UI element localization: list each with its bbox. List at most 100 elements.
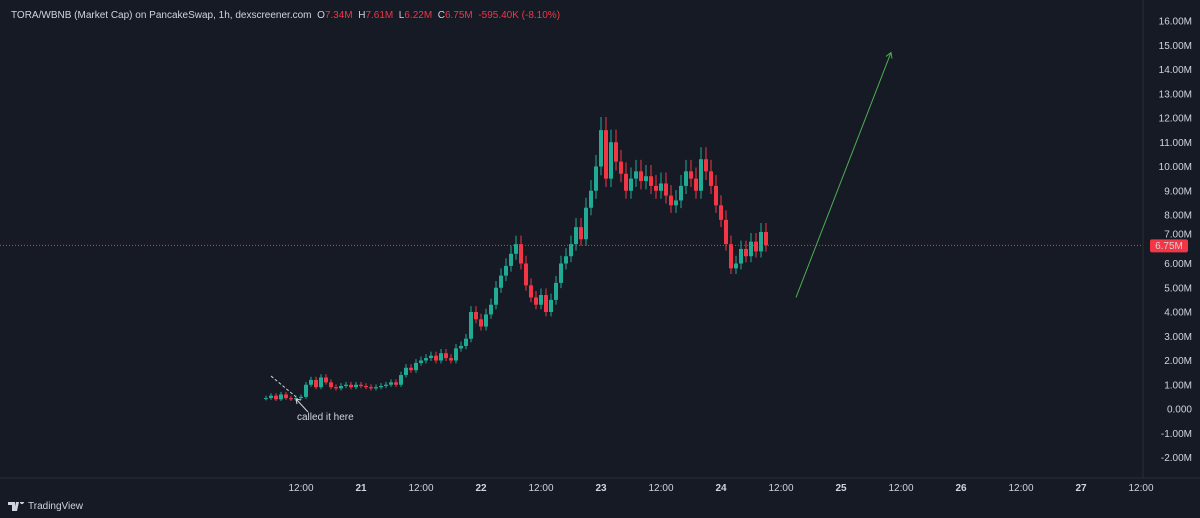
y-tick-label: -1.00M	[1161, 429, 1192, 440]
candle-body	[459, 345, 463, 349]
candle-body	[764, 231, 768, 246]
y-tick-label: 6.00M	[1164, 259, 1192, 270]
y-tick-label: 14.00M	[1159, 65, 1192, 76]
y-tick-label: 13.00M	[1159, 89, 1192, 100]
candle-body	[559, 263, 563, 283]
candle-body	[704, 159, 708, 172]
candle-body	[539, 295, 543, 305]
candle-body	[469, 312, 473, 339]
candle-body	[599, 130, 603, 167]
candle-body	[694, 178, 698, 191]
x-tick-label: 12:00	[648, 483, 673, 494]
note-arrow-icon	[295, 398, 309, 413]
candle-body	[699, 159, 703, 191]
candle-body	[399, 375, 403, 385]
candle-body	[359, 384, 363, 386]
x-tick-label: 26	[955, 483, 967, 494]
candle-body	[619, 161, 623, 174]
candle-body	[304, 384, 308, 397]
x-tick-label: 12:00	[288, 483, 313, 494]
y-tick-label: 12.00M	[1159, 114, 1192, 125]
open-label: O	[317, 10, 325, 21]
candle-body	[284, 394, 288, 399]
candle-body	[279, 394, 283, 400]
candle-body	[589, 190, 593, 208]
candle-body	[439, 353, 443, 361]
x-tick-label: 12:00	[408, 483, 433, 494]
candle-body	[494, 287, 498, 305]
candle-body	[264, 398, 268, 400]
y-tick-label: 10.00M	[1159, 162, 1192, 173]
candle-body	[339, 385, 343, 389]
candle-body	[329, 382, 333, 388]
candle-body	[529, 285, 533, 298]
candle-body	[269, 395, 273, 399]
candle-body	[444, 353, 448, 359]
arrow-head-icon	[885, 51, 893, 59]
candle-body	[484, 314, 488, 327]
x-tick-label: 24	[715, 483, 727, 494]
chart-legend: TORA/WBNB (Market Cap) on PancakeSwap, 1…	[11, 10, 560, 21]
candle-body	[384, 384, 388, 386]
candle-body	[709, 171, 713, 186]
candle-body	[554, 282, 558, 300]
prediction-arrow[interactable]	[795, 52, 892, 298]
candle-body	[394, 382, 398, 385]
candle-body	[319, 377, 323, 388]
candle-body	[534, 297, 538, 305]
note-text[interactable]: called it here	[297, 412, 354, 423]
candle-body	[604, 130, 608, 179]
candle-body	[479, 319, 483, 327]
candle-body	[354, 384, 358, 388]
candle-body	[334, 387, 338, 389]
candle-body	[309, 379, 313, 385]
candle-body	[289, 398, 293, 400]
candle-body	[314, 379, 318, 388]
x-tick-label: 12:00	[528, 483, 553, 494]
x-tick-label: 27	[1075, 483, 1087, 494]
candle-body	[464, 338, 468, 346]
y-tick-label: 9.00M	[1164, 186, 1192, 197]
candle-body	[724, 219, 728, 245]
high-value: 7.61M	[365, 10, 394, 21]
candle-body	[409, 367, 413, 371]
candle-body	[714, 185, 718, 206]
candle-body	[624, 173, 628, 191]
y-tick-label: 3.00M	[1164, 332, 1192, 343]
candle-body	[654, 185, 658, 191]
tradingview-logo[interactable]: TradingView	[8, 501, 83, 512]
y-tick-label: 8.00M	[1164, 211, 1192, 222]
candle-body	[389, 382, 393, 385]
candle-body	[629, 178, 633, 191]
candle-body	[574, 227, 578, 245]
candle-body	[564, 256, 568, 264]
high-label: H	[358, 10, 366, 21]
candle-body	[754, 241, 758, 252]
change-value: -595.40K (-8.10%)	[478, 10, 561, 21]
low-label: L	[398, 10, 405, 21]
candle-body	[449, 358, 453, 361]
candle-body	[664, 183, 668, 196]
low-value: 6.22M	[404, 10, 433, 21]
candle-body	[514, 244, 518, 254]
y-tick-label: 15.00M	[1159, 41, 1192, 52]
y-tick-label: 4.00M	[1164, 308, 1192, 319]
candle-body	[294, 398, 298, 400]
candle-body	[579, 227, 583, 240]
candle-body	[549, 299, 553, 312]
close-label: C	[437, 10, 445, 21]
candle-body	[369, 387, 373, 389]
x-tick-label: 12:00	[888, 483, 913, 494]
candle-body	[639, 171, 643, 182]
candle-body	[544, 295, 548, 312]
candle-body	[404, 367, 408, 376]
symbol-title: TORA/WBNB (Market Cap) on PancakeSwap, 1…	[11, 10, 312, 21]
candle-body	[634, 171, 638, 179]
y-tick-label: 7.00M	[1164, 229, 1192, 240]
candle-body	[679, 185, 683, 201]
dashed-trend-line[interactable]	[270, 375, 297, 398]
tradingview-icon	[8, 502, 24, 511]
x-tick-label: 12:00	[1128, 483, 1153, 494]
close-value: 6.75M	[444, 10, 473, 21]
